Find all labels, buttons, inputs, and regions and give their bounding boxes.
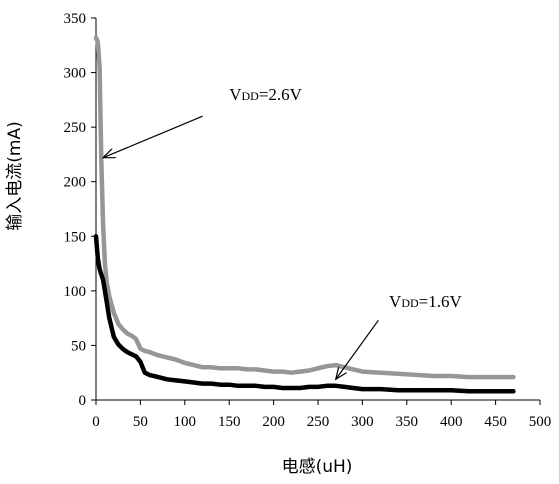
annotation-label: VDD=2.6V	[229, 85, 302, 104]
annotation-arrow	[103, 115, 203, 157]
x-tick-label: 50	[133, 414, 148, 430]
x-tick-label: 200	[262, 414, 285, 430]
x-tick-label: 250	[307, 414, 330, 430]
y-axis-title: 输入电流(mA)	[5, 121, 25, 230]
y-tick-label: 250	[64, 120, 87, 136]
x-tick-label: 100	[174, 414, 197, 430]
y-tick-label: 300	[64, 66, 87, 82]
annotation-arrow	[336, 319, 379, 379]
series-layer	[93, 35, 516, 394]
series-line-1	[93, 234, 516, 394]
x-tick-label: 500	[529, 414, 552, 430]
y-tick-label: 200	[64, 175, 87, 191]
y-tick-label: 50	[71, 338, 86, 354]
y-tick-label: 100	[64, 284, 87, 300]
x-tick-label: 150	[218, 414, 241, 430]
series-line-0	[93, 35, 516, 380]
y-tick-label: 0	[79, 393, 87, 409]
x-tick-label: 0	[92, 414, 100, 430]
axes: 0 50 100 150 200 250 300 350 0 50 100 150 200 250 300 3…	[64, 11, 552, 430]
x-tick-label: 350	[396, 414, 419, 430]
x-tick-label: 450	[484, 414, 507, 430]
x-tick-label: 300	[351, 414, 374, 430]
y-tick-label: 350	[64, 11, 87, 27]
y-tick-label: 150	[64, 229, 87, 245]
annotation-layer: VDD=2.6V VDD=1.6V	[103, 85, 463, 379]
x-tick-label: 400	[440, 414, 463, 430]
annotation-label: VDD=1.6V	[389, 292, 462, 311]
x-axis-title: 电感(uH)	[282, 457, 353, 477]
